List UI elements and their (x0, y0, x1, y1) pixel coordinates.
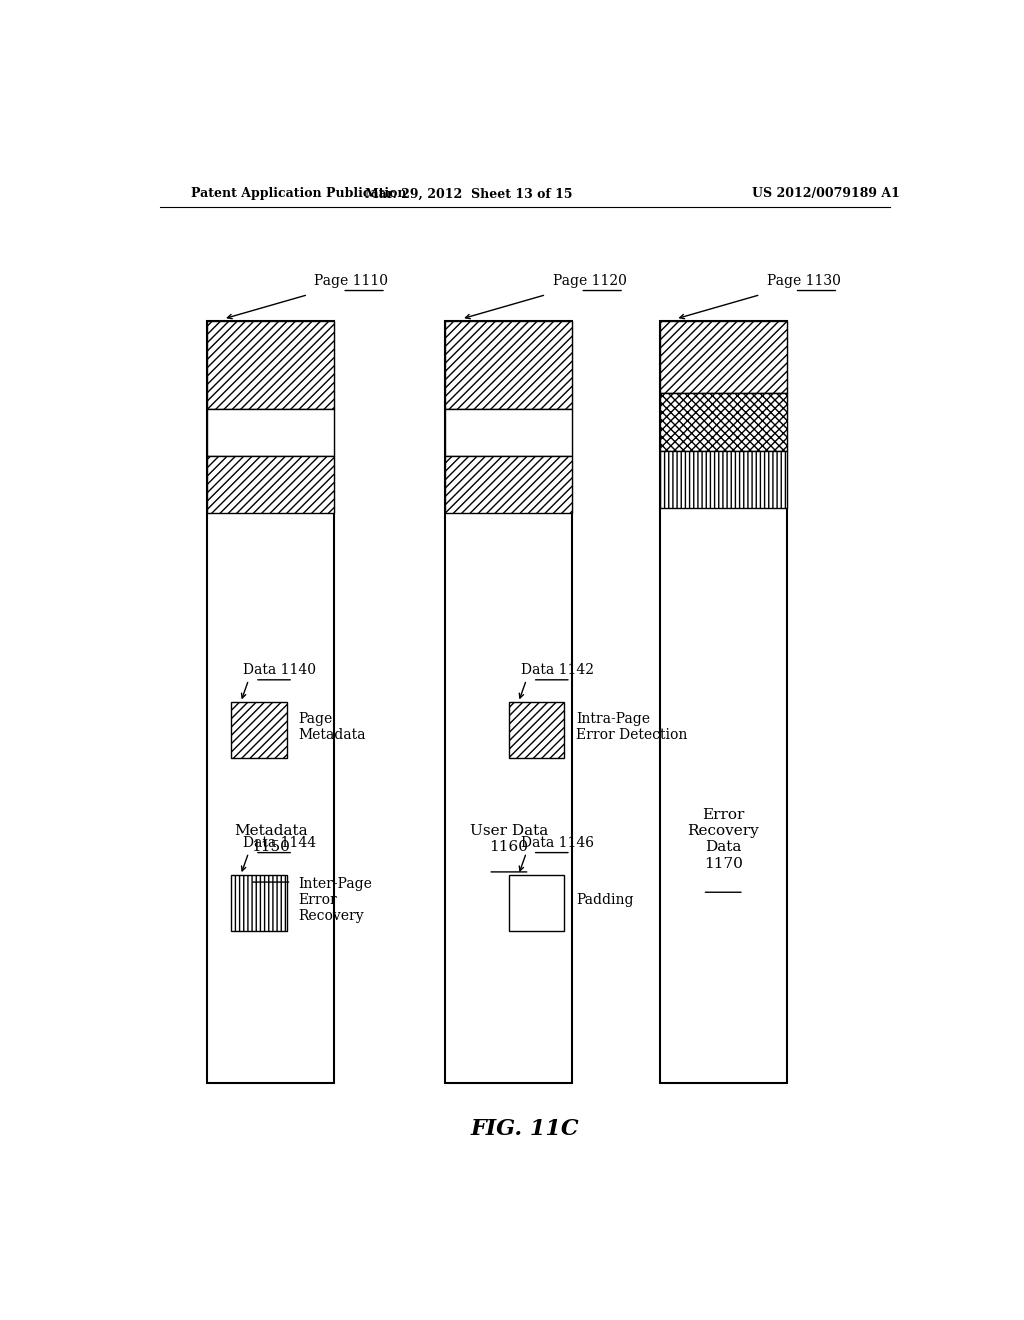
Text: Intra-Page
Error Detection: Intra-Page Error Detection (577, 711, 688, 742)
Text: Page
Metadata: Page Metadata (299, 711, 367, 742)
Text: User Data
1160: User Data 1160 (470, 824, 548, 854)
Text: Inter-Page
Error
Recovery: Inter-Page Error Recovery (299, 876, 373, 923)
Bar (207, 409, 334, 455)
Text: Data 1144: Data 1144 (243, 836, 316, 850)
Bar (659, 321, 786, 393)
Bar (231, 702, 287, 758)
Bar (509, 702, 564, 758)
Text: Error
Recovery
Data
1170: Error Recovery Data 1170 (687, 808, 759, 871)
Text: Page 1120: Page 1120 (553, 275, 627, 289)
Text: Data 1140: Data 1140 (243, 663, 316, 677)
Bar (231, 875, 287, 931)
Text: FIG. 11C: FIG. 11C (470, 1118, 580, 1140)
Text: Mar. 29, 2012  Sheet 13 of 15: Mar. 29, 2012 Sheet 13 of 15 (366, 187, 573, 201)
Text: Page 1130: Page 1130 (767, 275, 841, 289)
Text: Padding: Padding (577, 892, 634, 907)
Bar (445, 455, 572, 513)
Bar (445, 321, 572, 1084)
Bar (207, 321, 334, 1084)
Bar (659, 321, 786, 1084)
Text: Data 1146: Data 1146 (521, 836, 594, 850)
Bar (207, 321, 334, 409)
Text: Patent Application Publication: Patent Application Publication (191, 187, 407, 201)
Text: Page 1110: Page 1110 (314, 275, 388, 289)
Bar (445, 409, 572, 455)
Bar (659, 393, 786, 450)
Bar (207, 455, 334, 513)
Text: Metadata
1150: Metadata 1150 (234, 824, 307, 854)
Bar (509, 875, 564, 931)
Text: Data 1142: Data 1142 (521, 663, 594, 677)
Text: US 2012/0079189 A1: US 2012/0079189 A1 (753, 187, 900, 201)
Bar (659, 450, 786, 508)
Bar (445, 321, 572, 409)
